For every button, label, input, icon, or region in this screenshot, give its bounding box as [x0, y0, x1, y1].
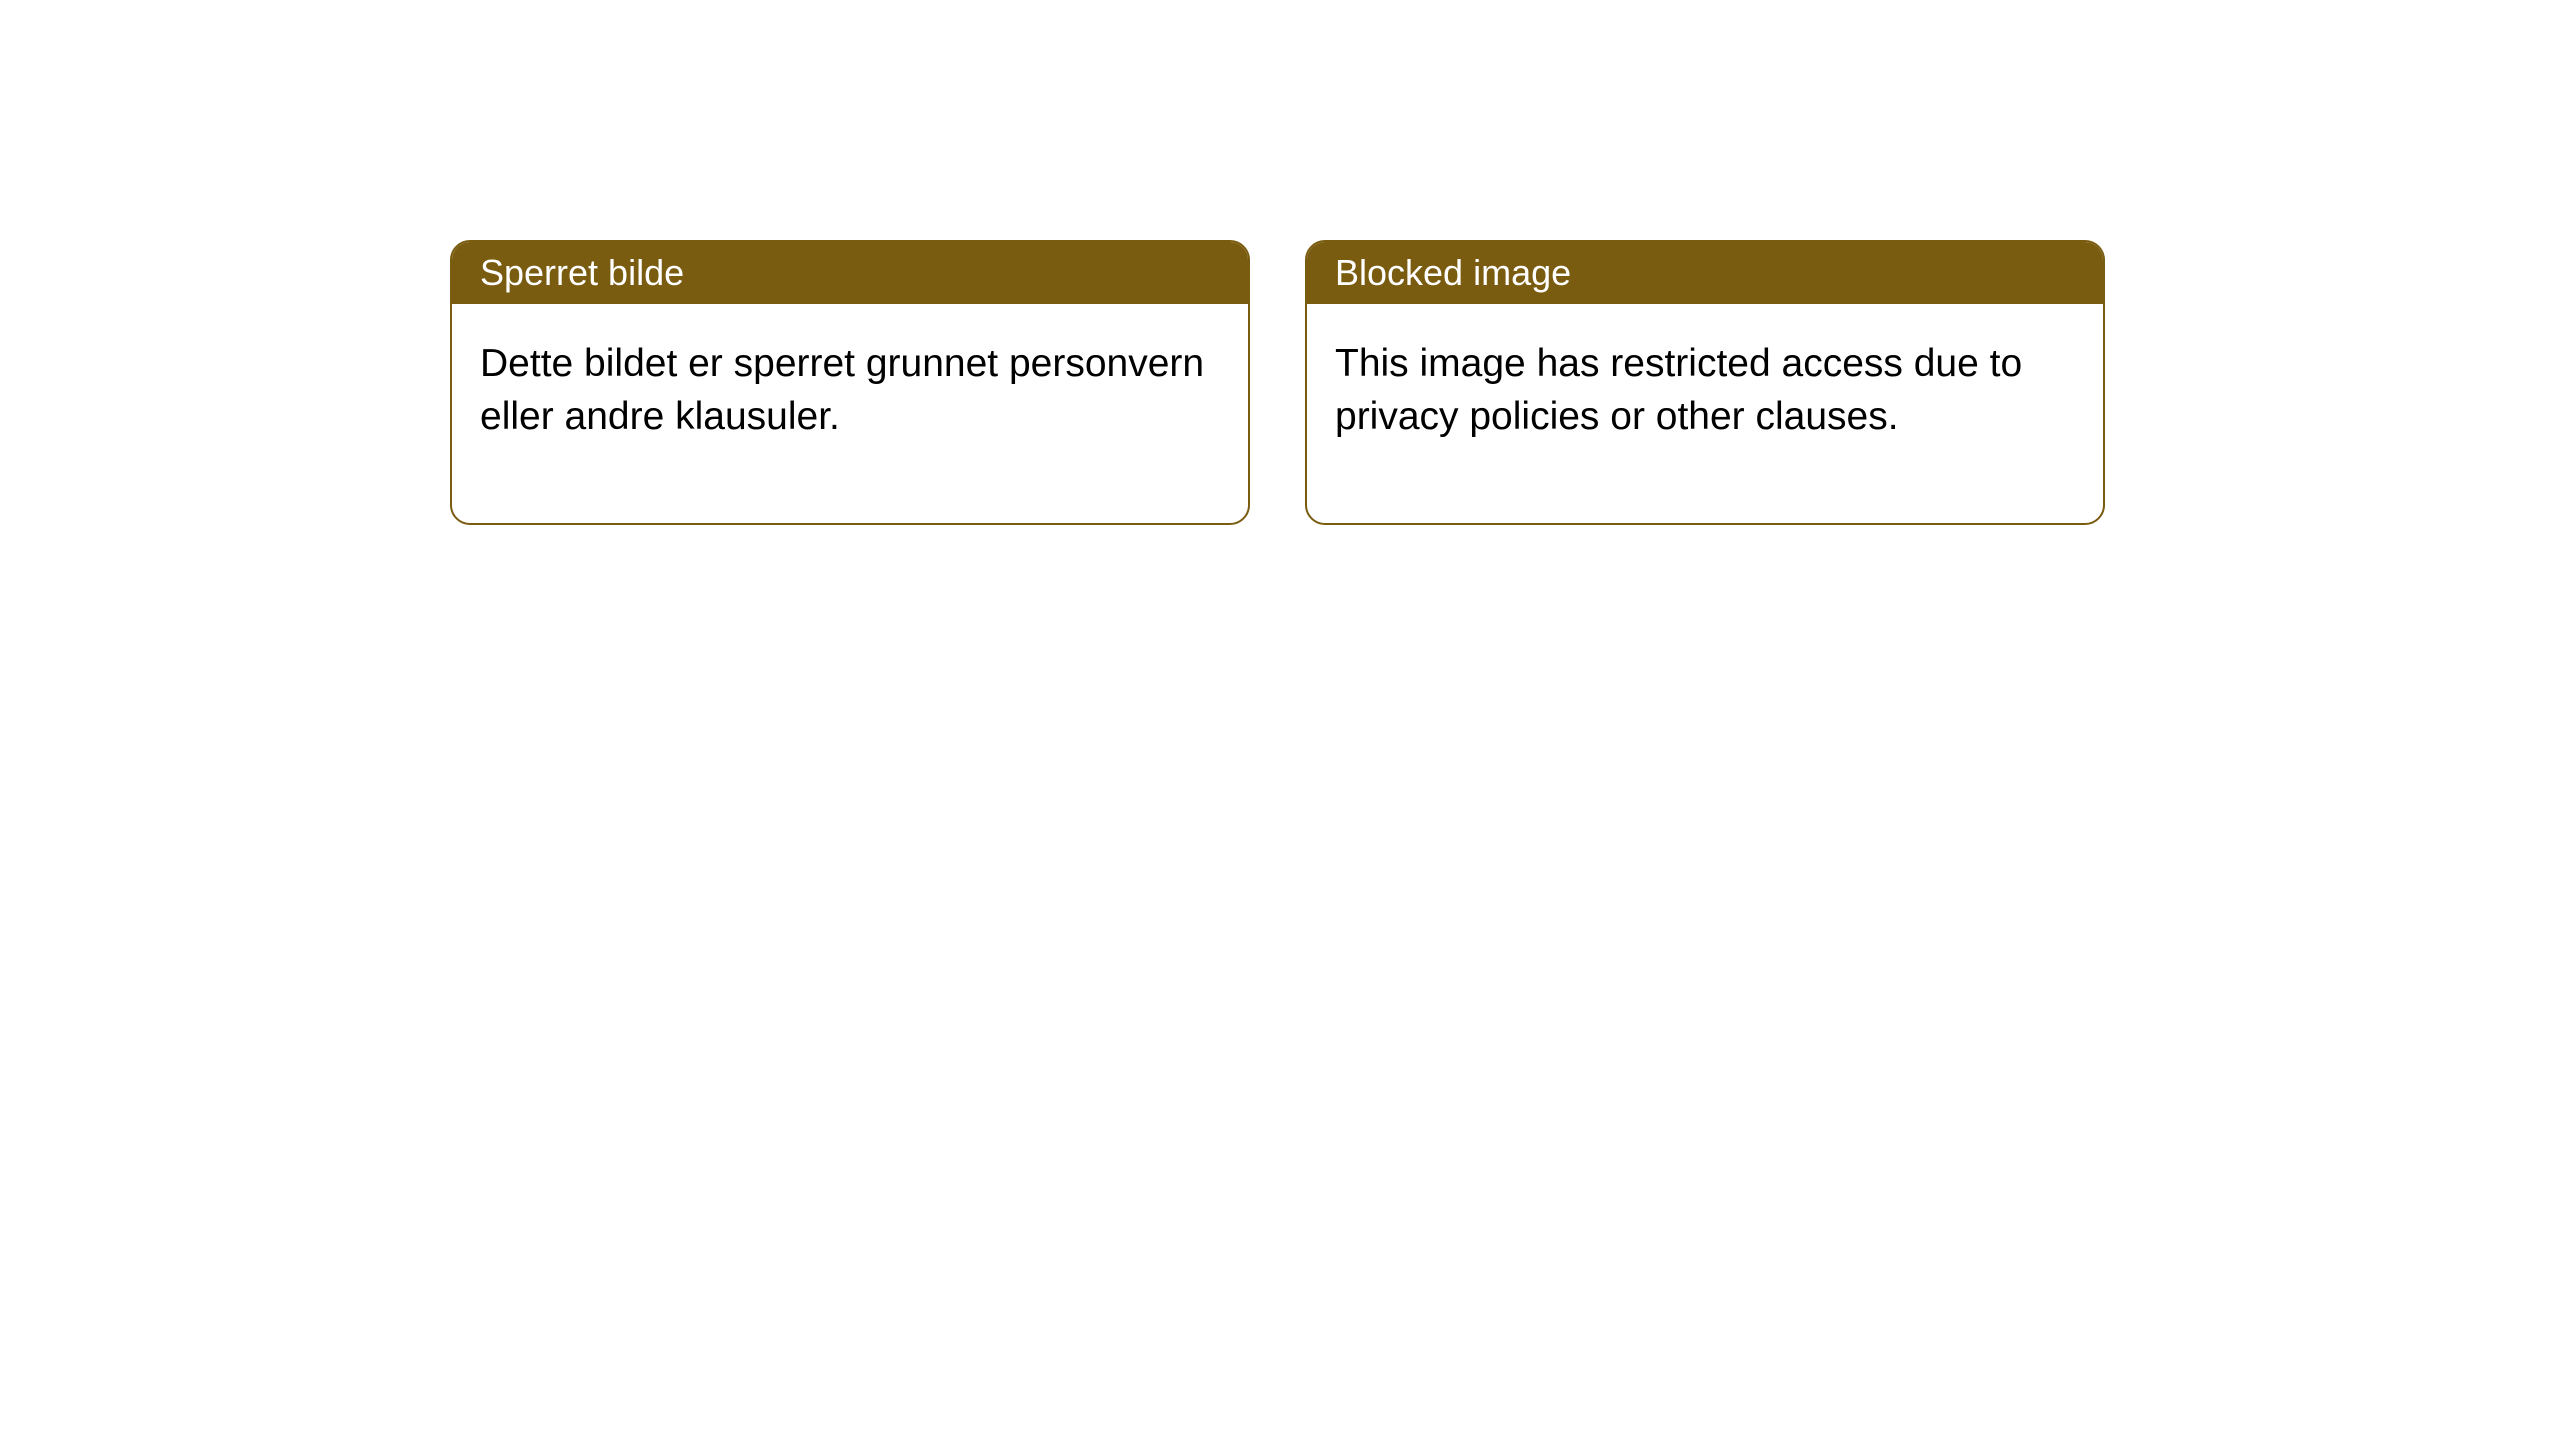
notice-title: Blocked image: [1335, 252, 1571, 293]
notice-header: Sperret bilde: [452, 242, 1248, 304]
notice-body: This image has restricted access due to …: [1307, 304, 2103, 523]
notice-text: Dette bildet er sperret grunnet personve…: [480, 342, 1204, 438]
notice-card-english: Blocked image This image has restricted …: [1305, 240, 2105, 525]
notice-container: Sperret bilde Dette bildet er sperret gr…: [450, 240, 2105, 525]
notice-text: This image has restricted access due to …: [1335, 342, 2022, 438]
notice-title: Sperret bilde: [480, 252, 684, 293]
notice-header: Blocked image: [1307, 242, 2103, 304]
notice-body: Dette bildet er sperret grunnet personve…: [452, 304, 1248, 523]
notice-card-norwegian: Sperret bilde Dette bildet er sperret gr…: [450, 240, 1250, 525]
